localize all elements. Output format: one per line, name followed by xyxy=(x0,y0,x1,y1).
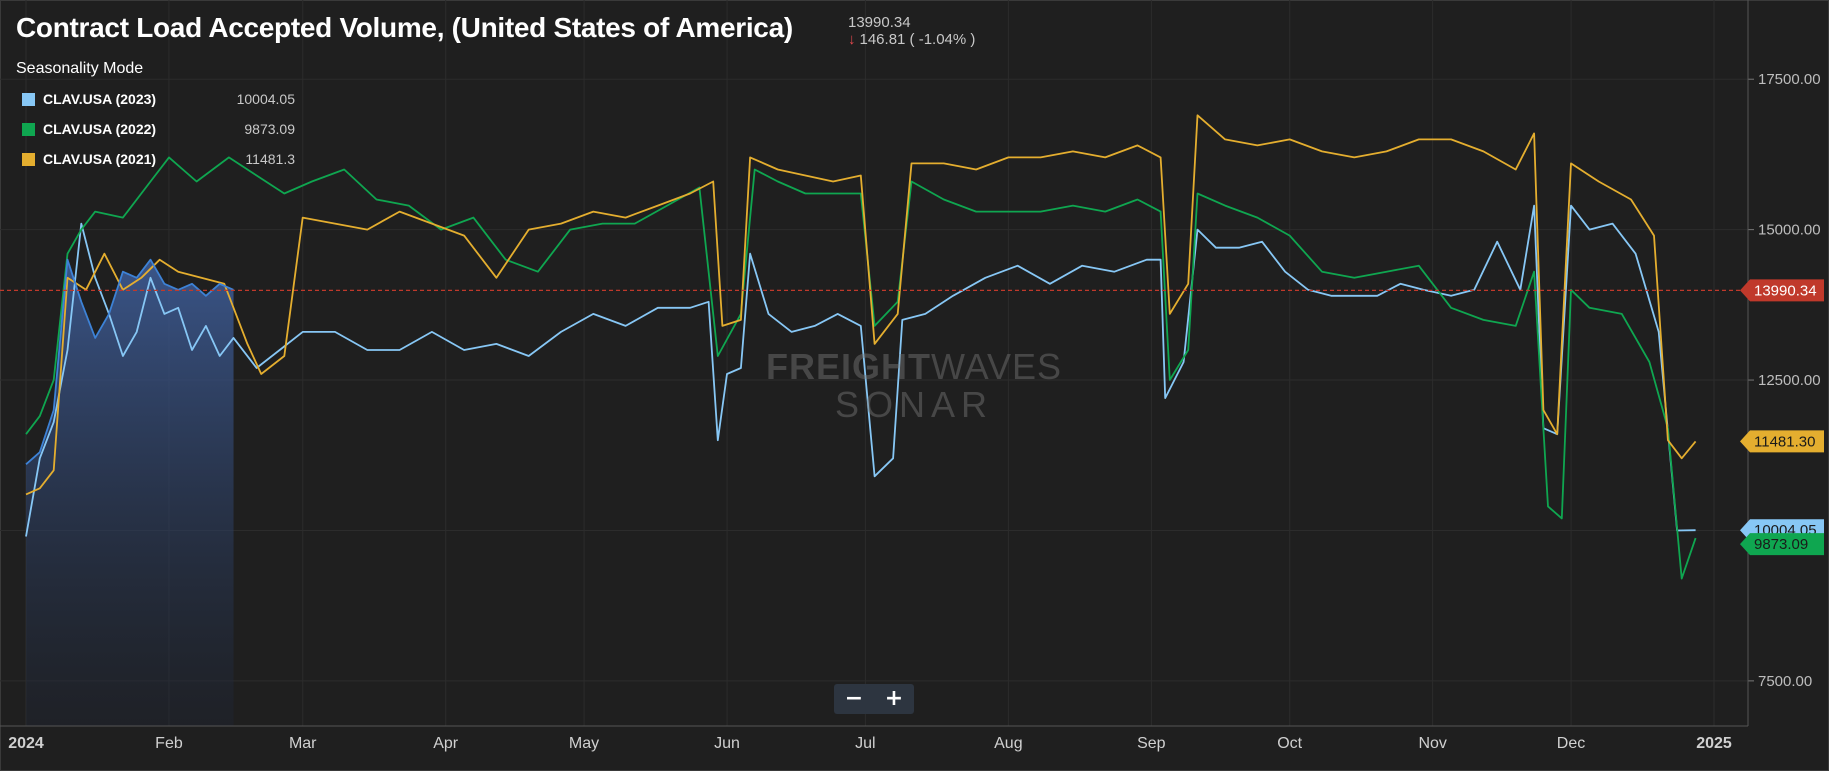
x-tick-label: 2025 xyxy=(1696,735,1732,752)
area-2024 xyxy=(26,259,234,726)
x-tick-label: Apr xyxy=(433,735,459,752)
x-tick-label: Aug xyxy=(994,735,1022,752)
chart-title: Contract Load Accepted Volume, (United S… xyxy=(16,12,793,43)
zoom-controls: − + xyxy=(834,684,914,714)
legend-item-2023[interactable]: CLAV.USA (2023) 10004.05 xyxy=(22,84,295,114)
x-tick-label: Feb xyxy=(155,735,183,752)
series-lines xyxy=(0,114,1748,580)
legend-label: CLAV.USA (2022) xyxy=(43,121,157,137)
series-line-clav-usa-2023- xyxy=(25,204,1696,537)
series-line-clav-usa-2021- xyxy=(25,114,1697,496)
price-tag-reference-label: 13990.34 xyxy=(1754,282,1817,299)
price-tag-0: 11481.30 xyxy=(1740,430,1824,453)
legend-value: 11481.3 xyxy=(245,151,295,167)
last-value: 13990.34 xyxy=(848,14,911,31)
legend-swatch xyxy=(22,92,35,106)
zoom-out-button[interactable]: − xyxy=(834,684,874,714)
grid xyxy=(0,0,1748,726)
x-tick-label: Nov xyxy=(1418,735,1446,752)
legend-item-2021[interactable]: CLAV.USA (2021) 11481.3 xyxy=(22,144,295,174)
axes: 2024 Feb Mar Apr May Jun Jul Aug Sep Oct Nov Dec 202… xyxy=(0,0,1821,752)
x-tick-label: Oct xyxy=(1277,735,1302,752)
x-tick-label: Mar xyxy=(289,735,317,752)
y-tick-label: 17500.00 xyxy=(1758,71,1821,88)
area-fill xyxy=(26,259,234,726)
legend-label: CLAV.USA (2023) xyxy=(43,91,157,107)
x-tick-label: May xyxy=(569,735,599,752)
zoom-in-button[interactable]: + xyxy=(874,684,914,714)
legend-value: 9873.09 xyxy=(244,121,295,137)
price-tag-reference-bg xyxy=(1740,279,1824,302)
legend-value: 10004.05 xyxy=(236,91,295,107)
y-tick-label: 7500.00 xyxy=(1758,673,1812,690)
price-tag-0-label: 11481.30 xyxy=(1754,433,1815,450)
chart-header: Contract Load Accepted Volume, (United S… xyxy=(16,12,793,44)
x-tick-label: Jun xyxy=(714,735,740,752)
series-line-clav-usa-2022- xyxy=(25,156,1697,580)
legend: CLAV.USA (2023) 10004.05 CLAV.USA (2022)… xyxy=(22,84,295,174)
x-tick-label: Dec xyxy=(1557,735,1585,752)
legend-swatch xyxy=(22,122,35,136)
change-value: 146.81 ( -1.04% ) xyxy=(859,31,976,48)
price-tag-0-bg xyxy=(1740,430,1824,453)
price-tag-2-bg xyxy=(1740,533,1824,556)
price-tag-reference: 13990.34 xyxy=(1740,279,1824,302)
price-tag-2-label: 9873.09 xyxy=(1754,536,1808,553)
down-arrow-icon: ↓ xyxy=(848,31,856,48)
price-tag-2: 9873.09 xyxy=(1740,533,1824,556)
quote-box: 13990.34 ↓ 146.81 ( -1.04% ) xyxy=(848,14,975,48)
seasonality-mode-label: Seasonality Mode xyxy=(16,60,144,77)
legend-item-2022[interactable]: CLAV.USA (2022) 9873.09 xyxy=(22,114,295,144)
legend-swatch xyxy=(22,152,35,166)
legend-label: CLAV.USA (2021) xyxy=(43,151,157,167)
y-tick-label: 15000.00 xyxy=(1758,222,1821,239)
x-tick-label: Sep xyxy=(1137,735,1166,752)
x-tick-label: Jul xyxy=(855,735,875,752)
y-tick-label: 12500.00 xyxy=(1758,372,1821,389)
x-tick-label: 2024 xyxy=(8,735,44,752)
